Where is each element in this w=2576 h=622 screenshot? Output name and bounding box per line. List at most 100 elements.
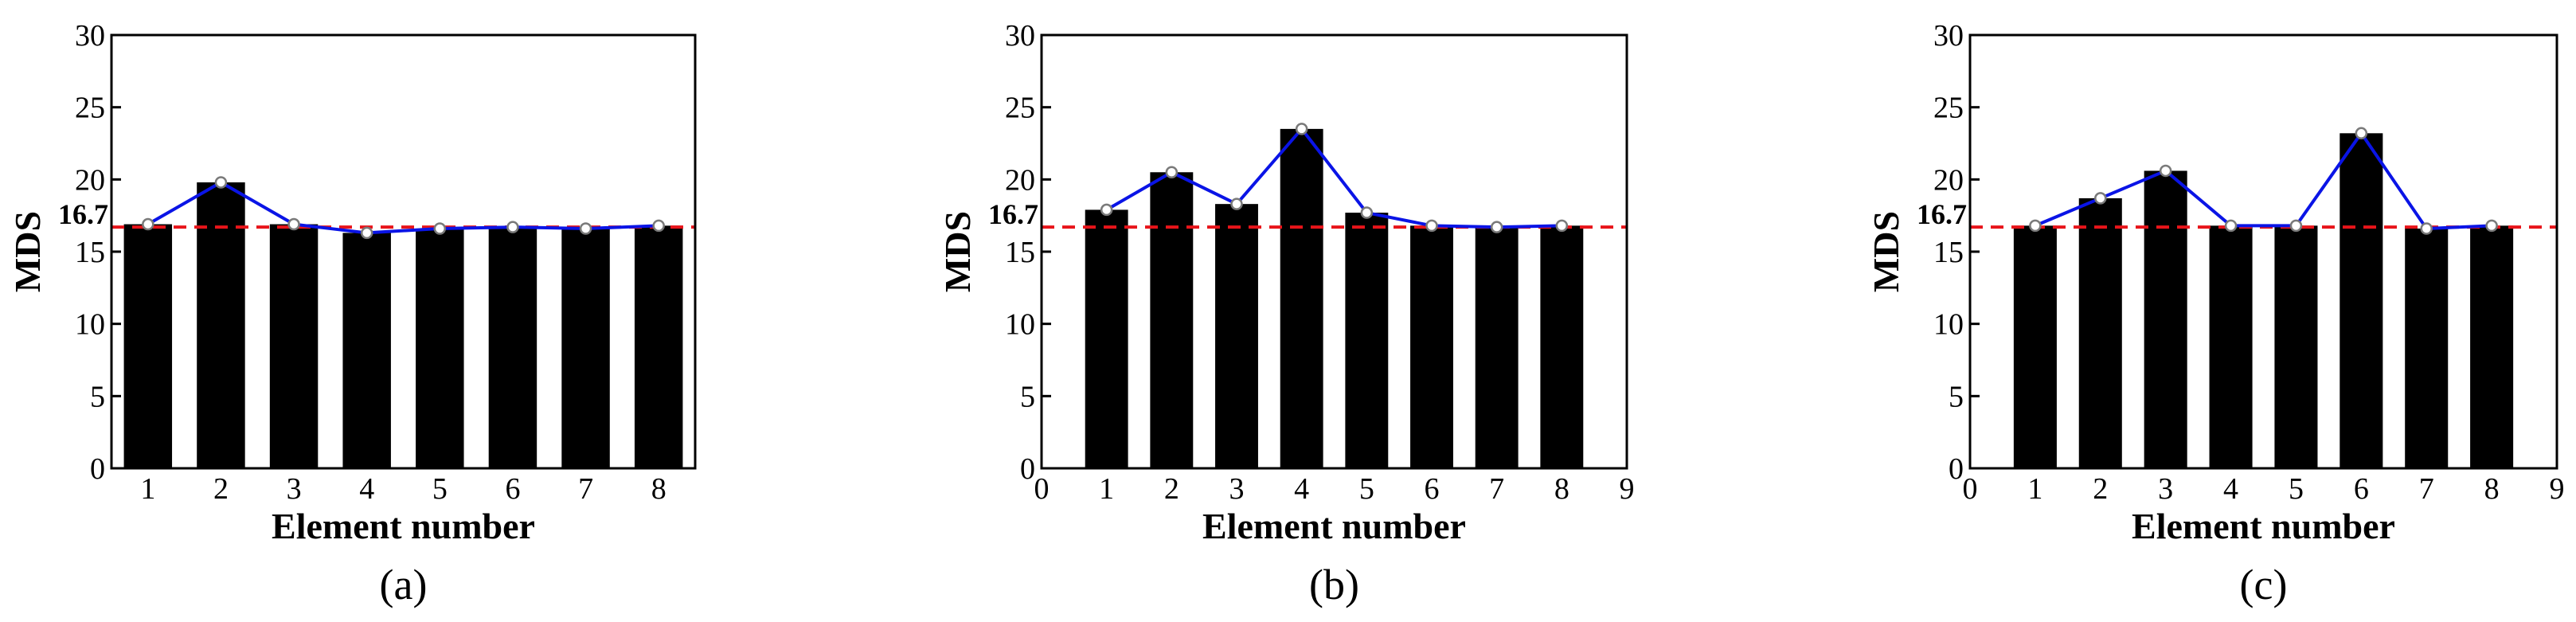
y-tick-label: 10 xyxy=(1933,308,1964,342)
bar xyxy=(123,224,173,468)
bar xyxy=(2078,198,2122,468)
x-tick-label: 7 xyxy=(2419,472,2434,506)
series-line xyxy=(147,180,659,235)
y-tick-label: 25 xyxy=(1933,92,1964,125)
x-tick-label: 1 xyxy=(2027,472,2042,506)
y-tick-label: 20 xyxy=(1933,163,1964,197)
panel-label: (b) xyxy=(1309,561,1359,608)
plot-frame xyxy=(1040,33,1628,470)
data-point xyxy=(142,217,154,231)
y-tick-label: 15 xyxy=(75,236,105,269)
bar xyxy=(1345,213,1389,468)
x-tick-label: 5 xyxy=(1359,472,1374,506)
y-tick-label: 20 xyxy=(1005,163,1035,197)
x-tick-label: 2 xyxy=(213,472,229,506)
data-point xyxy=(579,222,592,235)
x-tick-label: 7 xyxy=(578,472,593,506)
x-tick-label: 2 xyxy=(1164,472,1179,506)
y-axis-title: MDS xyxy=(937,211,978,292)
y-tick-label: 25 xyxy=(75,92,105,125)
data-point xyxy=(2159,164,2172,178)
x-tick-label: 8 xyxy=(1554,472,1569,506)
data-point xyxy=(1555,219,1569,233)
panel-label: (c) xyxy=(2240,561,2288,608)
data-point xyxy=(2355,127,2368,140)
x-tick-label: 3 xyxy=(2158,472,2173,506)
x-axis-title: Element number xyxy=(2132,506,2395,546)
x-tick-label: 3 xyxy=(287,472,302,506)
data-point xyxy=(1165,166,1179,179)
bar xyxy=(2274,225,2318,468)
x-tick-label: 0 xyxy=(1963,472,1978,506)
x-tick-label: 7 xyxy=(1489,472,1504,506)
data-point xyxy=(2094,192,2107,205)
bar xyxy=(2405,228,2449,468)
data-point xyxy=(1295,123,1308,135)
data-point xyxy=(360,226,373,240)
panel-label: (a) xyxy=(380,561,428,608)
x-tick-label: 1 xyxy=(1099,472,1114,506)
y-tick-label: 10 xyxy=(1005,308,1035,342)
reference-line-label: 16.7 xyxy=(988,198,1038,230)
x-tick-label: 4 xyxy=(2223,472,2238,506)
data-point xyxy=(2224,219,2238,233)
y-tick-label: 10 xyxy=(75,308,105,342)
data-point xyxy=(1490,221,1503,233)
reference-line-label: 16.7 xyxy=(1917,198,1967,230)
bar xyxy=(1215,204,1258,468)
y-tick-label: 5 xyxy=(1949,380,1964,413)
x-tick-label: 4 xyxy=(359,472,374,506)
y-tick-label: 25 xyxy=(1005,92,1035,125)
y-axis-title: MDS xyxy=(1866,211,1906,292)
plot-frame xyxy=(1968,33,2558,470)
data-point xyxy=(2485,219,2498,233)
y-tick-label: 15 xyxy=(1933,236,1964,269)
x-tick-label: 4 xyxy=(1294,472,1309,506)
chart-panel-a: 0 5 10 15 20 25 30 1 2 3 4 5 6 7 8 16.7 Element number MD… xyxy=(7,19,697,608)
data-point xyxy=(1360,206,1374,219)
bar xyxy=(1280,128,1323,468)
x-tick-label: 8 xyxy=(651,472,666,506)
y-axis-title: MDS xyxy=(7,211,48,292)
x-tick-label: 0 xyxy=(1034,472,1050,506)
reference-line-label: 16.7 xyxy=(58,198,108,230)
bar xyxy=(269,224,319,468)
bar xyxy=(416,228,464,468)
data-point xyxy=(2289,219,2303,233)
data-point xyxy=(652,219,665,233)
bar xyxy=(342,233,391,468)
x-tick-label: 1 xyxy=(140,472,155,506)
x-tick-label: 6 xyxy=(2354,472,2369,506)
y-tick-label: 30 xyxy=(1005,19,1035,53)
bar xyxy=(1085,209,1128,468)
chart-panel-c: 0 5 10 15 20 25 30 0 1 2 3 4 5 6 7 8 9 16.7 Element number… xyxy=(1866,19,2565,608)
x-axis-title: Element number xyxy=(1202,506,1466,546)
x-tick-label: 6 xyxy=(505,472,520,506)
bar xyxy=(1410,225,1453,468)
y-tick-label: 20 xyxy=(75,163,105,197)
x-tick-label: 3 xyxy=(1229,472,1245,506)
y-tick-label: 30 xyxy=(1933,19,1964,53)
bar xyxy=(488,227,537,468)
x-tick-label: 5 xyxy=(2289,472,2304,506)
data-point xyxy=(1425,219,1438,233)
y-tick-label: 5 xyxy=(1020,380,1035,413)
chart-panel-b: 0 5 10 15 20 25 30 0 1 2 3 4 5 6 7 8 9 16.7 Element number… xyxy=(937,19,1635,608)
y-tick-label: 0 xyxy=(1020,452,1035,486)
data-point xyxy=(1230,198,1243,210)
bar xyxy=(634,225,683,468)
bar xyxy=(2340,133,2383,468)
series-line xyxy=(1105,126,1562,229)
x-tick-label: 8 xyxy=(2484,472,2500,506)
bar xyxy=(2209,225,2253,468)
y-tick-label: 0 xyxy=(1949,452,1964,486)
data-point xyxy=(214,176,228,189)
data-point xyxy=(2420,222,2433,235)
series-line xyxy=(2035,130,2492,231)
bar xyxy=(1150,172,1194,468)
data-point xyxy=(433,222,447,235)
bar xyxy=(1475,227,1519,468)
bar xyxy=(2144,170,2187,468)
bar xyxy=(561,228,610,468)
